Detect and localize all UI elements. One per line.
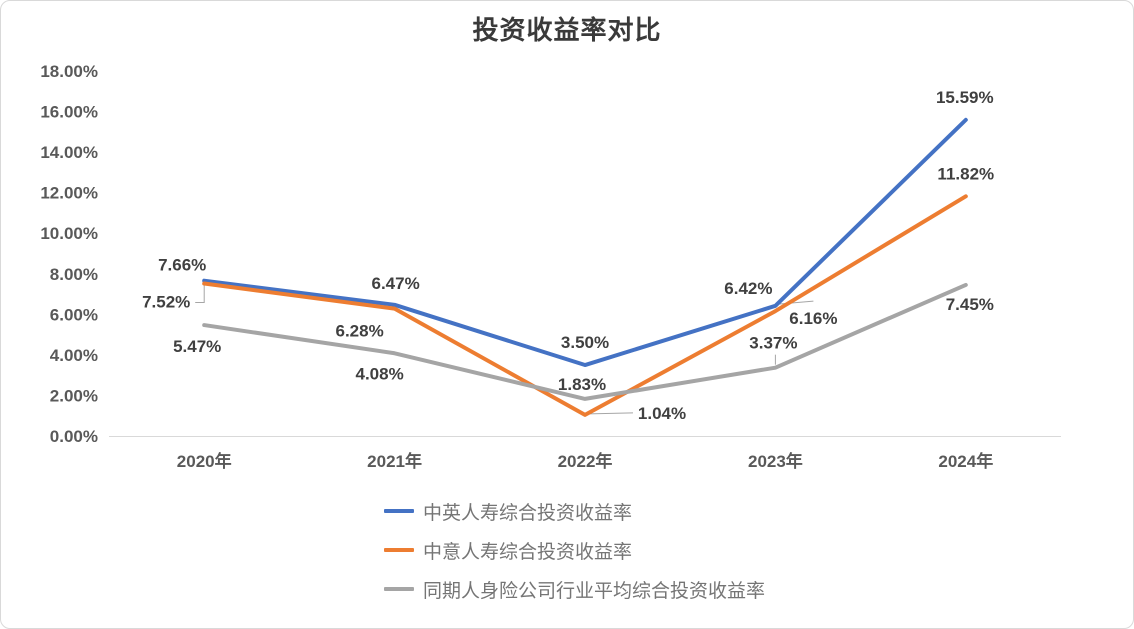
data-label: 4.08% — [355, 364, 403, 383]
x-axis-category-label: 2022年 — [558, 451, 613, 471]
data-label: 1.83% — [558, 375, 606, 394]
data-label: 15.59% — [936, 88, 994, 107]
data-label: 6.28% — [335, 322, 383, 341]
series-line-0 — [202, 117, 968, 368]
data-label: 5.47% — [173, 337, 221, 356]
legend-line-swatch-icon — [384, 548, 414, 552]
data-label: 11.82% — [937, 164, 994, 183]
data-label-leader-line — [588, 412, 634, 415]
data-label: 6.42% — [724, 279, 772, 298]
data-label: 3.50% — [561, 333, 609, 352]
y-axis-tick-label: 12.00% — [40, 184, 98, 203]
legend-line-swatch-icon — [384, 587, 414, 591]
legend-line-swatch-icon — [384, 509, 414, 513]
data-label: 6.47% — [371, 274, 419, 293]
data-label: 6.16% — [789, 309, 837, 328]
data-label: 3.37% — [749, 334, 797, 353]
legend-item-2: 同期人身险公司行业平均综合投资收益率 — [384, 576, 765, 602]
y-axis-tick-label: 16.00% — [40, 103, 98, 122]
legend-label: 同期人身险公司行业平均综合投资收益率 — [423, 580, 766, 602]
legend-item-0: 中英人寿综合投资收益率 — [384, 498, 765, 524]
legend-item-1: 中意人寿综合投资收益率 — [384, 537, 765, 563]
y-axis-tick-label: 14.00% — [40, 143, 98, 162]
chart-title: 投资收益率对比 — [472, 15, 662, 45]
y-axis-tick-label: 0.00% — [50, 427, 98, 446]
y-axis-tick-label: 6.00% — [50, 305, 98, 324]
data-label: 7.52% — [142, 293, 190, 312]
chart-legend: 中英人寿综合投资收益率 中意人寿综合投资收益率同期人身险公司行业平均综合投资收益率 — [384, 498, 765, 615]
x-axis-category-label: 2023年 — [748, 451, 803, 471]
y-axis-tick-label: 8.00% — [50, 265, 98, 284]
legend-label: 中英人寿综合投资收益率 — [423, 502, 633, 524]
data-label-leader-line — [778, 300, 814, 305]
x-axis-category-label: 2024年 — [938, 451, 993, 471]
y-axis-tick-label: 4.00% — [50, 346, 98, 365]
series-line-1 — [202, 194, 968, 417]
data-label: 7.66% — [158, 256, 206, 275]
x-axis-category-label: 2020年 — [177, 451, 232, 471]
data-label: 7.45% — [946, 295, 994, 314]
y-axis-tick-label: 10.00% — [40, 224, 98, 243]
y-axis-tick-label: 18.00% — [40, 62, 98, 81]
y-axis-tick-label: 2.00% — [50, 386, 98, 405]
legend-label: 中意人寿综合投资收益率 — [423, 541, 633, 563]
data-label: 1.04% — [638, 404, 686, 423]
x-axis-category-label: 2021年 — [367, 451, 422, 471]
series-line-2 — [202, 282, 968, 401]
data-label-leader-line — [195, 285, 205, 304]
